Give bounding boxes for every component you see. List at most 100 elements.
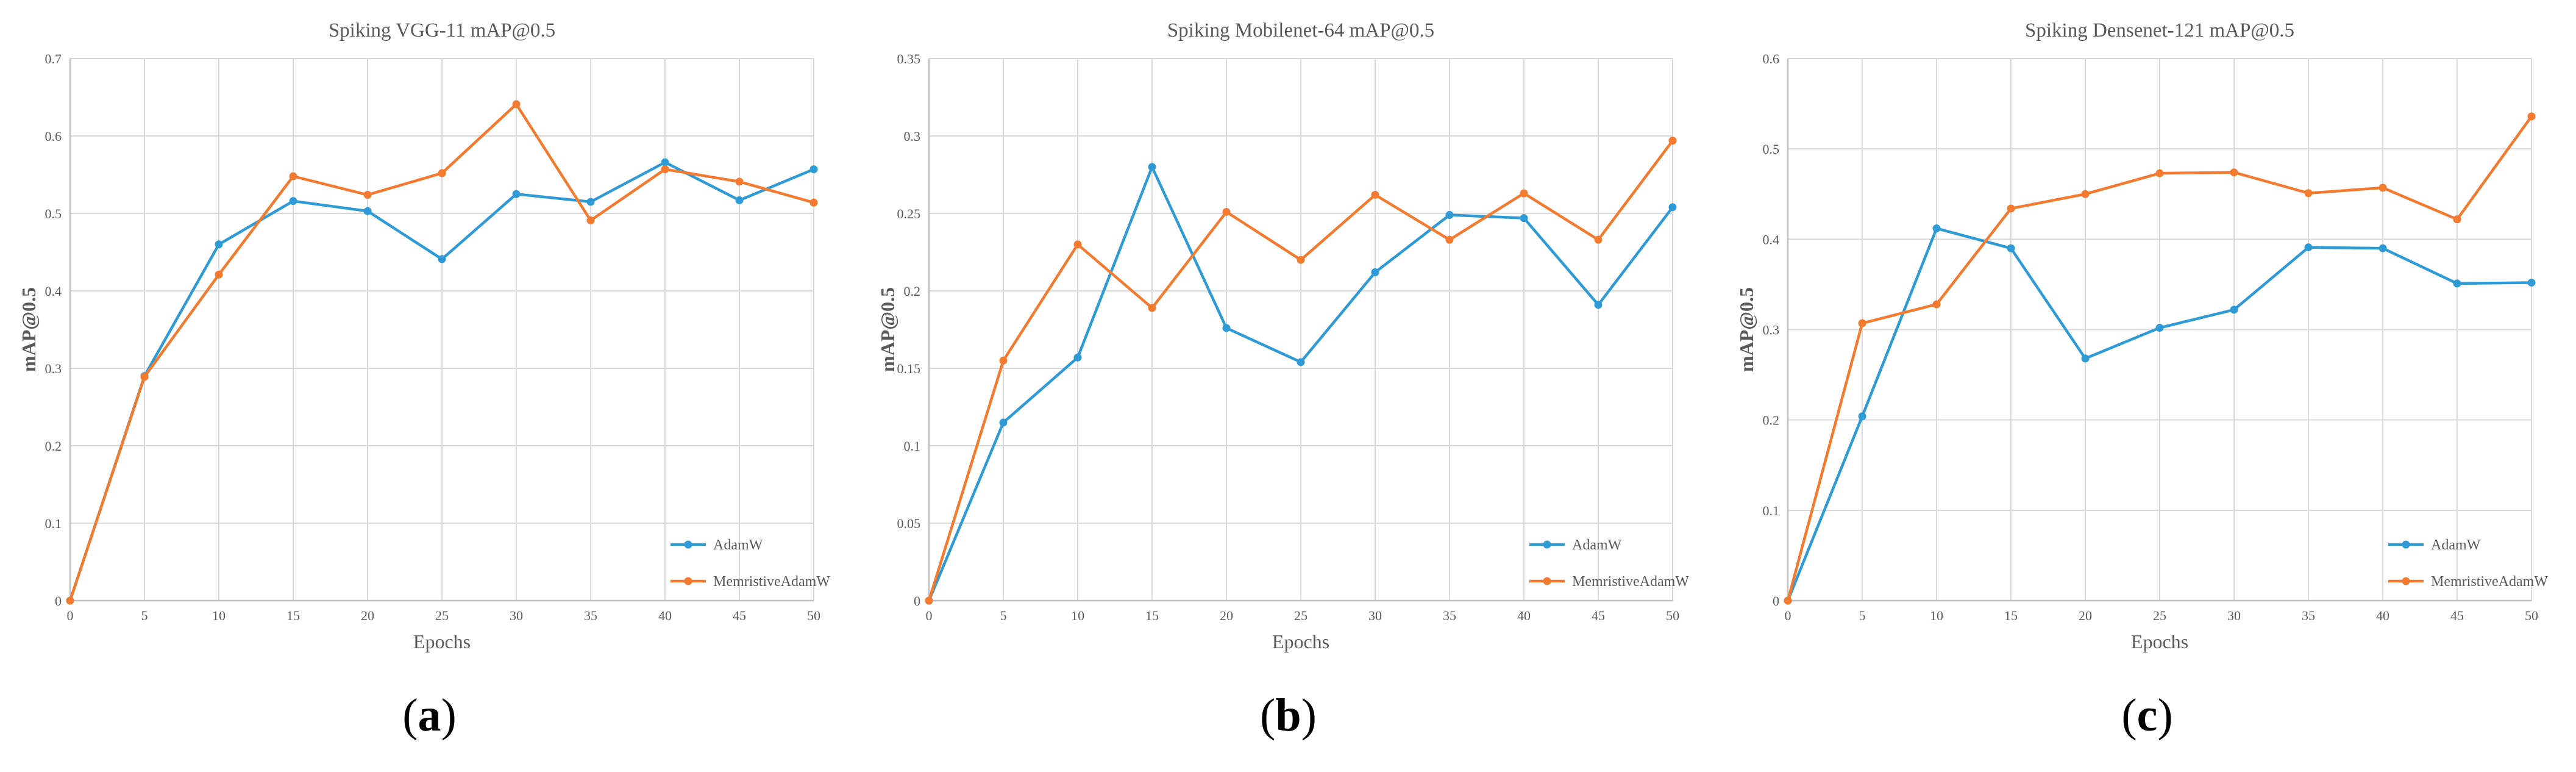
chart-b-title: Spiking Mobilenet-64 mAP@0.5 [1167,20,1434,41]
chart-b-xtick-label: 25 [1294,608,1308,623]
chart-b-x-axis-label: Epochs [1272,631,1329,652]
chart-a-series-adamw-point [586,198,595,206]
chart-b-legend-swatch-marker [1543,577,1551,585]
chart-b-series-memristive-point [925,596,933,605]
chart-c-ytick-label: 0.2 [1763,413,1780,428]
chart-c-x-axis-label: Epochs [2131,631,2188,652]
chart-a-series-memristive-point [215,270,223,279]
chart-a-series-adamw-point [289,197,297,206]
chart-b-xtick-label: 30 [1368,608,1382,623]
chart-c-legend-item-adamw: AdamW [2388,537,2481,553]
chart-a-series-adamw-point [512,190,521,198]
chart-a-series-memristive-point [289,172,297,180]
chart-a-xtick-label: 0 [67,608,74,623]
chart-c-y-axis-label: mAP@0.5 [1735,287,1757,372]
chart-c-series-adamw-point [2155,324,2164,332]
chart-c-series-memristive-point [2453,215,2461,224]
chart-b-xtick-label: 10 [1071,608,1084,623]
chart-b-series-memristive-point [1222,207,1231,216]
chart-a-xtick-label: 10 [212,608,226,623]
chart-c-series-adamw-point [2453,279,2461,288]
chart-a-ytick-label: 0.4 [45,284,62,299]
chart-a-series-memristive-point [661,165,669,174]
chart-a-ytick-label: 0 [55,593,62,609]
chart-b-xtick-label: 0 [926,608,933,623]
chart-b-series-adamw-point [1371,268,1379,277]
chart-b-svg: Spiking Mobilenet-64 mAP@0.5 0 0.05 0.1 0.15… [877,20,1689,652]
chart-c-series-adamw-point [2527,278,2536,287]
chart-b-xtick-label: 15 [1145,608,1159,623]
chart-b-ytick-label: 0.25 [897,206,921,221]
chart-c-svg: Spiking Densenet-121 mAP@0.5 0 0.1 0.2 0.3 0.… [1735,20,2548,652]
chart-a-series-adamw-point [809,165,818,174]
chart-a-series-memristive-point [512,100,521,109]
chart-c-xtick-label: 20 [2079,608,2092,623]
chart-b-ytick-label: 0 [914,593,920,609]
chart-a-x-axis-label: Epochs [413,631,471,652]
panel-label-b-letter: b [1275,690,1301,741]
chart-b-ytick-label: 0.2 [904,284,921,299]
chart-a-series-adamw-point [438,255,446,263]
panel-label-a: (a) [402,690,457,741]
chart-a-legend-swatch-marker [684,577,692,585]
chart-b-series-memristive-point [1594,235,1603,244]
chart-a-series-adamw-point [363,207,372,215]
chart-a-legend-label: MemristiveAdamW [713,574,830,590]
chart-a-ytick-label: 0.6 [45,129,62,144]
chart-c-series-adamw-point [2081,354,2090,363]
chart-b-xtick-label: 35 [1443,608,1456,623]
panel-label-b: (b) [1260,690,1317,741]
chart-a-ytick-label: 0.5 [45,206,62,221]
chart-a-xtick-label: 25 [435,608,449,623]
chart-c-xtick-label: 5 [1859,608,1866,623]
chart-a-series-adamw-point [735,196,744,204]
chart-a-title: Spiking VGG-11 mAP@0.5 [329,20,555,41]
chart-panel-b: Spiking Mobilenet-64 mAP@0.5 0 0.05 0.1 0.15… [859,0,1718,772]
chart-c-ytick-label: 0.3 [1763,323,1780,338]
chart-a-xtick-label: 30 [510,608,523,623]
chart-a-legend-label: AdamW [713,537,763,553]
chart-b-ytick-label: 0.3 [904,129,921,144]
chart-b-series-memristive-point [1371,191,1379,199]
chart-b-xtick-label: 20 [1220,608,1233,623]
chart-b-series-adamw-point [1297,358,1305,366]
chart-a-series-memristive-point [809,198,818,207]
chart-c-xtick-label: 40 [2376,608,2389,623]
chart-c-series-memristive-point [2155,169,2164,177]
chart-c-series-memristive-point [2304,189,2313,198]
chart-a-ytick-label: 0.2 [45,438,62,454]
chart-b-legend-label: MemristiveAdamW [1572,574,1689,590]
chart-b-legend-item-adamw: AdamW [1529,537,1622,553]
chart-a-svg: Spiking VGG-11 mAP@0.5 0 0.1 0.2 0.3 0.4 0.5 0.… [18,20,830,652]
chart-c-legend-label: MemristiveAdamW [2431,574,2548,590]
chart-b-legend-label: AdamW [1572,537,1622,553]
chart-a-y-axis-label: mAP@0.5 [18,287,40,372]
chart-b-legend-swatch-marker [1543,540,1551,549]
chart-c-series-adamw-point [2230,306,2238,314]
chart-c-xtick-label: 10 [1930,608,1943,623]
chart-c-ytick-label: 0.6 [1763,51,1780,66]
chart-b-legend-item-memristive: MemristiveAdamW [1529,574,1689,590]
chart-b-series-adamw-point [1594,301,1603,309]
panel-label-c: (c) [2121,690,2173,741]
chart-c-xtick-label: 25 [2153,608,2166,623]
chart-a-xtick-label: 35 [584,608,597,623]
chart-c-series-memristive-point [2007,204,2015,213]
chart-b-ytick-label: 0.05 [897,516,921,531]
chart-b-series-adamw-point [1520,214,1528,223]
chart-c-series-adamw-point [1858,412,1866,421]
chart-c-xtick-label: 35 [2302,608,2315,623]
chart-c-series-memristive-point [2081,190,2090,198]
chart-a-ytick-label: 0.7 [45,51,62,66]
chart-c-title: Spiking Densenet-121 mAP@0.5 [2025,20,2294,41]
chart-b-series-adamw-point [1222,324,1231,332]
chart-b-series-memristive-point [1148,304,1156,312]
chart-c-series-adamw-point [2379,244,2387,252]
chart-c-series-memristive-point [2230,168,2238,177]
chart-a-xtick-label: 15 [286,608,300,623]
chart-c-ytick-label: 0 [1773,593,1779,609]
chart-panel-c: Spiking Densenet-121 mAP@0.5 0 0.1 0.2 0.3 0.… [1718,0,2576,772]
chart-a-series-memristive-point [438,169,446,177]
chart-b-series-memristive-point [1520,189,1528,198]
